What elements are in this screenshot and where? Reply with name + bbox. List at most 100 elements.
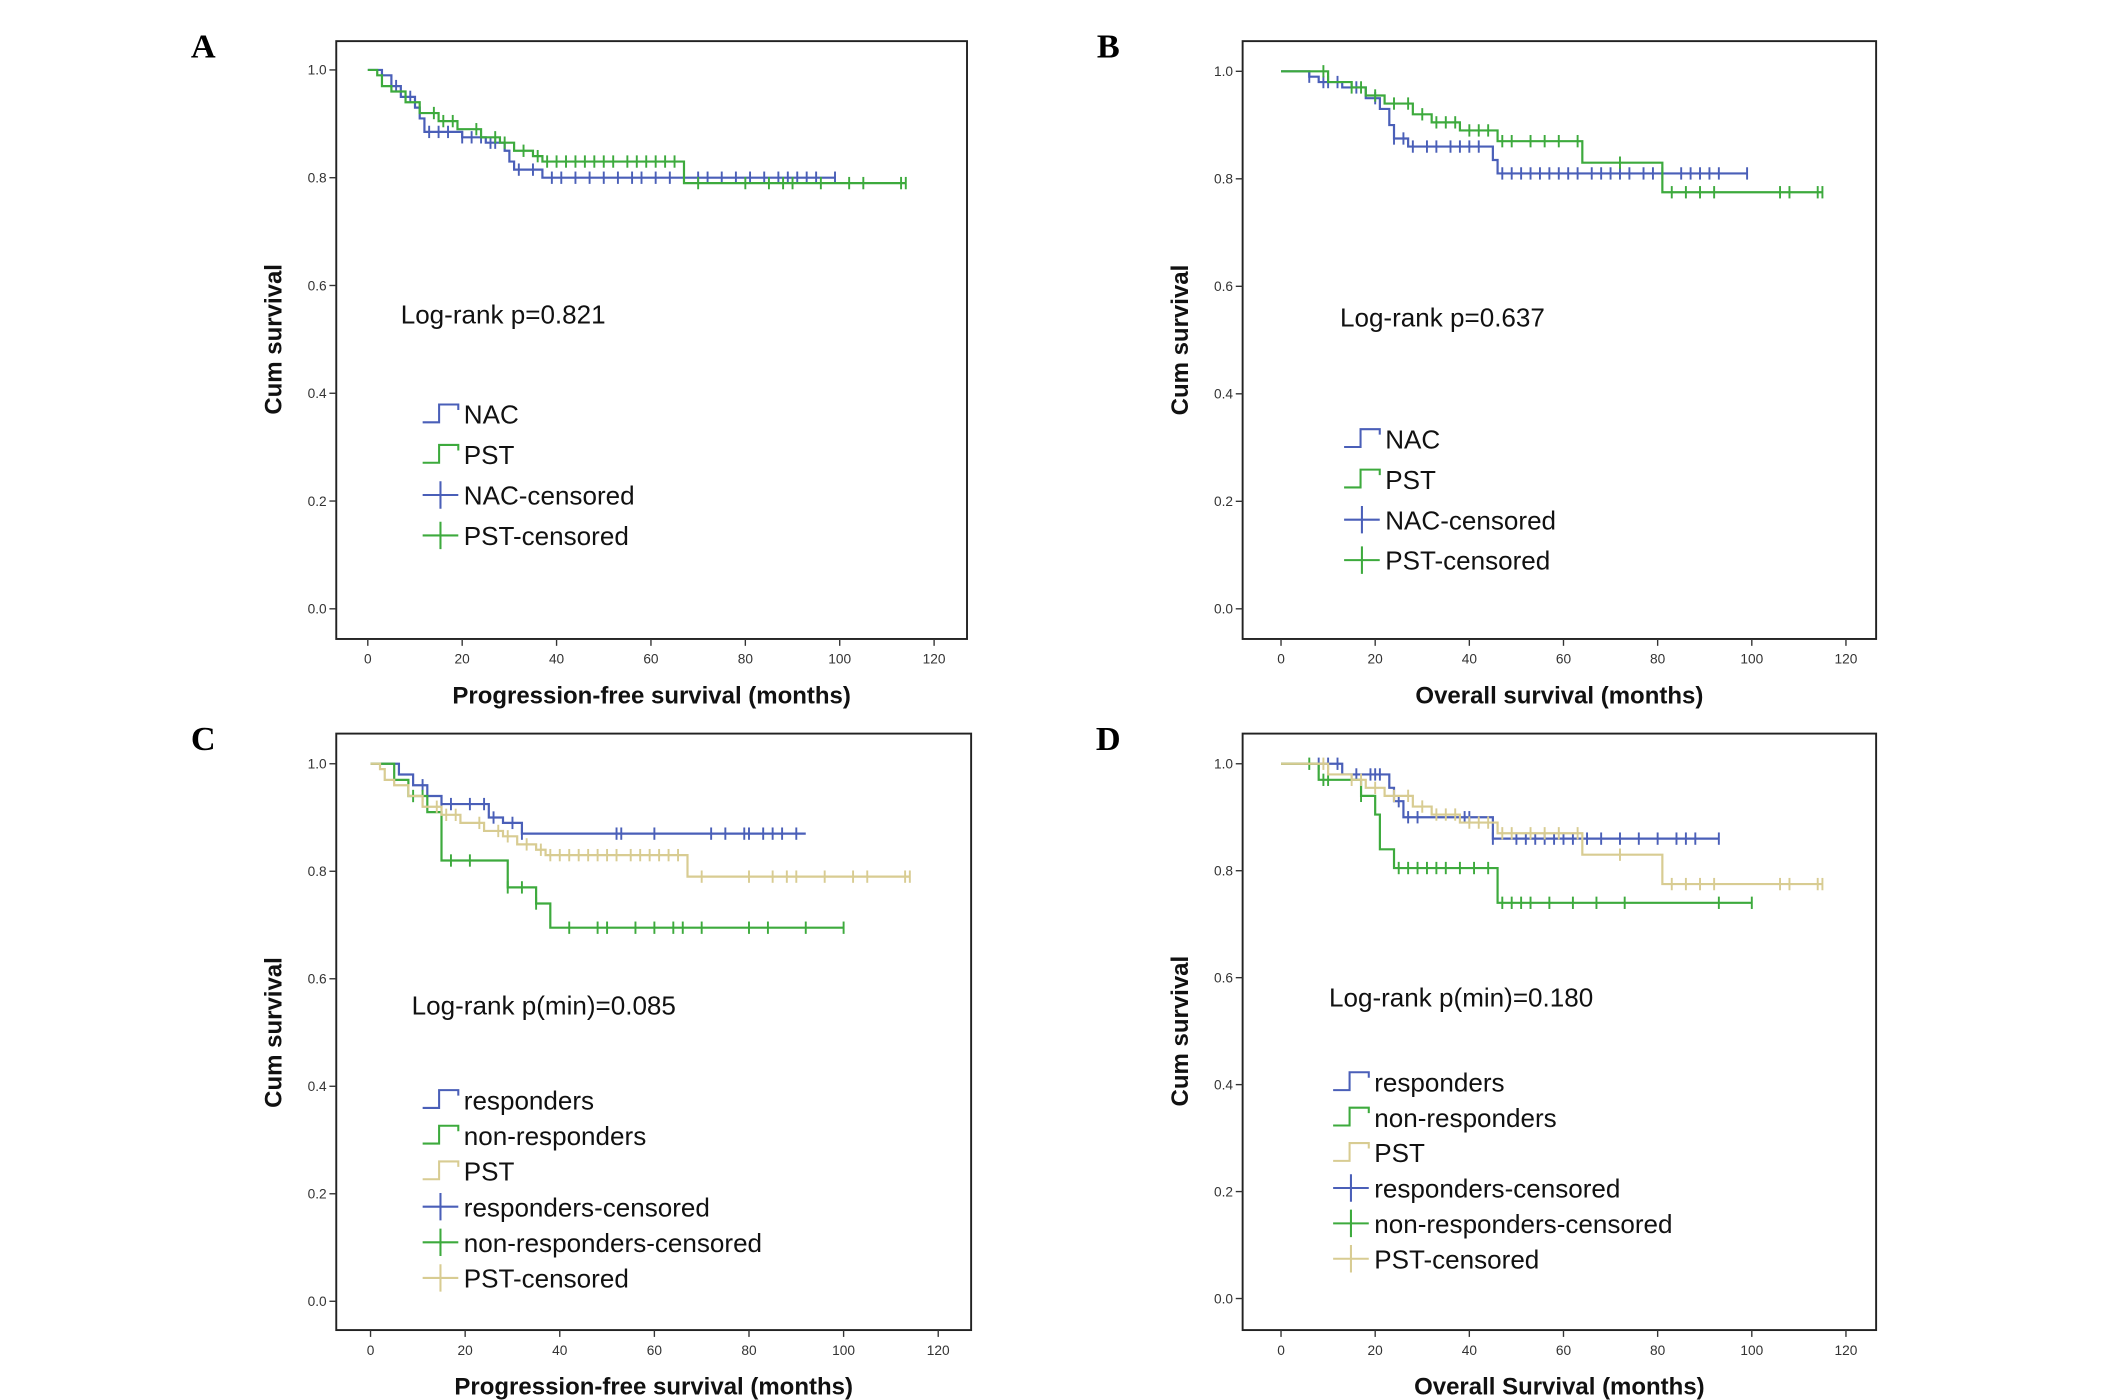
plot-frame xyxy=(1241,732,1878,1332)
x-tick-label: 20 xyxy=(1368,652,1384,667)
x-tick-label: 0 xyxy=(367,1343,375,1358)
x-tick-label: 120 xyxy=(1835,1343,1858,1358)
km-curve-responders xyxy=(370,762,806,835)
logrank-annotation: Log-rank p=0.821 xyxy=(401,300,606,330)
legend-censor-icon xyxy=(1333,1174,1369,1202)
legend-label: PST-censored xyxy=(1374,1244,1539,1274)
legend-censor-icon xyxy=(1344,546,1380,574)
x-tick-label: 40 xyxy=(1462,652,1478,667)
legend-label: PST xyxy=(1385,465,1436,495)
y-tick-label: 0.6 xyxy=(308,278,327,293)
y-axis-label: Cum survival xyxy=(1167,956,1194,1107)
legend-label: NAC-censored xyxy=(1385,505,1556,535)
legend-label: non-responders xyxy=(464,1121,646,1151)
legend-step-icon xyxy=(422,403,460,424)
x-tick-label: 40 xyxy=(1462,1343,1478,1358)
x-tick-label: 60 xyxy=(1556,1343,1572,1358)
km-curve-nac xyxy=(367,68,836,179)
legend-step-icon xyxy=(422,1160,460,1181)
legend-step-icon xyxy=(422,443,460,464)
x-tick-label: 120 xyxy=(923,652,946,667)
y-tick-label: 0.4 xyxy=(1214,387,1233,402)
x-axis-label: Progression-free survival (months) xyxy=(454,1374,853,1400)
legend-label: NAC xyxy=(464,400,519,430)
y-tick-label: 0.8 xyxy=(308,864,327,879)
panel-letter: D xyxy=(1096,720,1121,758)
legend-step-icon xyxy=(1333,1071,1370,1092)
x-axis-label: Overall Survival (months) xyxy=(1414,1374,1705,1400)
x-tick-label: 0 xyxy=(1277,1343,1285,1358)
x-tick-label: 120 xyxy=(927,1343,950,1358)
x-axis-label: Overall survival (months) xyxy=(1415,682,1703,709)
legend-label: PST-censored xyxy=(1385,546,1550,576)
legend-label: PST-censored xyxy=(464,521,629,551)
legend-step-icon xyxy=(1344,428,1381,449)
y-tick-label: 1.0 xyxy=(1214,757,1233,772)
x-tick-label: 0 xyxy=(1277,652,1285,667)
x-tick-label: 40 xyxy=(549,652,565,667)
y-tick-label: 1.0 xyxy=(1214,64,1233,79)
km-curve-nac xyxy=(1281,70,1748,175)
x-tick-label: 60 xyxy=(1556,652,1572,667)
legend-step-icon xyxy=(1333,1142,1370,1162)
x-tick-label: 60 xyxy=(643,652,659,667)
y-tick-label: 0.8 xyxy=(1214,172,1233,187)
legend-step-icon xyxy=(1344,468,1381,489)
y-tick-label: 0.8 xyxy=(308,171,327,186)
km-curve-non-responders xyxy=(370,762,844,929)
legend-label: responders-censored xyxy=(464,1192,710,1222)
x-tick-label: 20 xyxy=(455,652,471,667)
y-tick-label: 0.2 xyxy=(1214,1184,1233,1199)
y-axis-label: Cum survival xyxy=(260,264,287,415)
panel-letter: A xyxy=(191,28,216,66)
logrank-annotation: Log-rank p(min)=0.180 xyxy=(1329,982,1593,1012)
legend-censor-icon xyxy=(422,1192,459,1221)
legend-censor-icon xyxy=(422,1228,459,1257)
legend-censor-icon xyxy=(1333,1245,1369,1273)
legend-censor-icon xyxy=(1333,1209,1369,1238)
plot-frame xyxy=(1241,40,1878,640)
x-tick-label: 100 xyxy=(1740,1343,1763,1358)
x-tick-label: 40 xyxy=(552,1343,568,1358)
y-tick-label: 0.4 xyxy=(308,386,327,401)
x-tick-label: 80 xyxy=(1650,1343,1666,1358)
km-curve-non-responders xyxy=(1281,762,1752,904)
panel-d: D 0.0 0.2 0.4 0.6 0.8 1.0 0 20 40 60 80 100 120 Overal… xyxy=(1096,720,1878,1400)
y-tick-label: 1.0 xyxy=(308,757,327,772)
legend-label: PST xyxy=(464,440,515,470)
y-tick-label: 0.6 xyxy=(1214,970,1233,985)
legend-step-icon xyxy=(422,1124,460,1145)
legend-label: PST xyxy=(464,1157,515,1187)
legend-label: non-responders xyxy=(1374,1103,1556,1133)
legend-step-icon xyxy=(1333,1106,1370,1127)
y-tick-label: 0.6 xyxy=(308,972,327,987)
panel-a: A 0.0 0.2 0.4 0.6 0.8 1.0 0 20 40 60 80 100 120 Progre… xyxy=(191,28,968,709)
km-curve-pst xyxy=(1281,762,1823,886)
panel-letter: B xyxy=(1097,28,1120,66)
y-tick-label: 0.0 xyxy=(308,1294,327,1309)
y-axis-label: Cum survival xyxy=(1167,265,1194,416)
y-tick-label: 0.2 xyxy=(1214,494,1233,509)
x-tick-label: 100 xyxy=(1740,652,1763,667)
y-tick-label: 0.0 xyxy=(1214,602,1233,617)
legend-label: NAC xyxy=(1385,424,1440,454)
x-tick-label: 100 xyxy=(828,652,851,667)
x-tick-label: 20 xyxy=(1368,1343,1384,1358)
legend-censor-icon xyxy=(422,481,459,509)
y-tick-label: 0.6 xyxy=(1214,279,1233,294)
panel-b: B 0.0 0.2 0.4 0.6 0.8 1.0 0 20 40 60 80 100 120 Overal… xyxy=(1097,28,1878,709)
x-tick-label: 20 xyxy=(458,1343,474,1358)
x-tick-label: 120 xyxy=(1835,652,1858,667)
logrank-annotation: Log-rank p=0.637 xyxy=(1340,302,1545,332)
panel-c: C 0.0 0.2 0.4 0.6 0.8 1.0 0 20 40 60 80 100 120 Progre… xyxy=(191,720,973,1400)
y-axis-label: Cum survival xyxy=(260,957,287,1108)
y-tick-label: 0.8 xyxy=(1214,864,1233,879)
logrank-annotation: Log-rank p(min)=0.085 xyxy=(412,991,676,1021)
legend-label: PST-censored xyxy=(464,1264,629,1294)
y-tick-label: 0.2 xyxy=(308,494,327,509)
x-axis-label: Progression-free survival (months) xyxy=(452,682,851,709)
x-tick-label: 0 xyxy=(364,652,372,667)
plot-frame xyxy=(335,40,968,640)
legend-label: responders xyxy=(1374,1067,1504,1097)
